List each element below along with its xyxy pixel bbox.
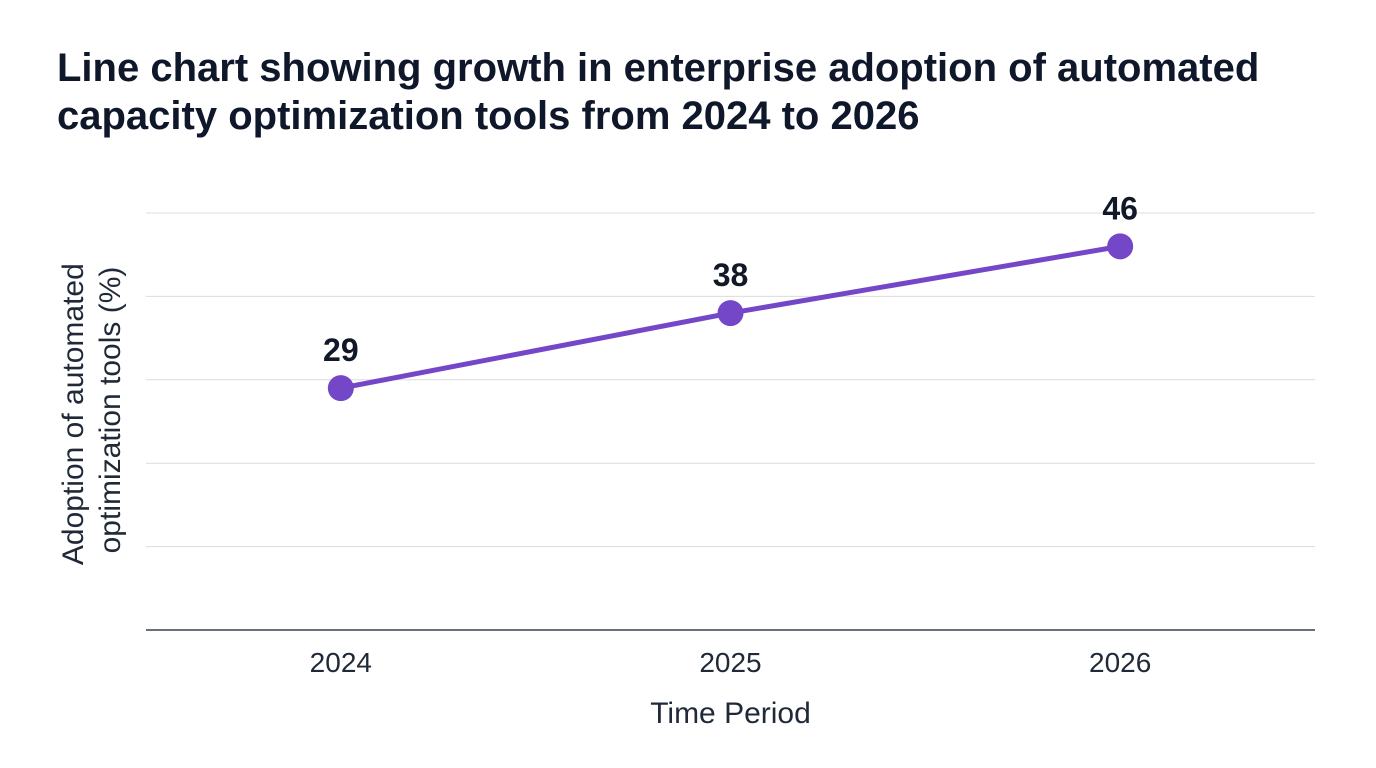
x-axis-title: Time Period [650,697,811,730]
y-axis-title-line-1: Adoption of automated [57,263,90,565]
data-point [327,375,354,402]
y-axis-title: Adoption of automated optimization tools… [57,255,127,565]
x-tick-label: 2026 [1089,647,1151,678]
x-tick-labels: 2024 2025 2026 [310,647,1152,678]
gridlines [146,212,1315,548]
data-label: 46 [1102,190,1138,226]
x-tick-label: 2024 [310,647,372,678]
series-layer: 29 38 46 [323,190,1138,402]
data-point [717,300,744,327]
data-label: 38 [713,257,749,293]
x-tick-label: 2025 [699,647,761,678]
chart-title: Line chart showing growth in enterprise … [57,46,1260,138]
y-axis-title-line-2: optimization tools (%) [94,267,127,554]
data-label: 29 [323,332,359,368]
data-point [1107,233,1134,260]
